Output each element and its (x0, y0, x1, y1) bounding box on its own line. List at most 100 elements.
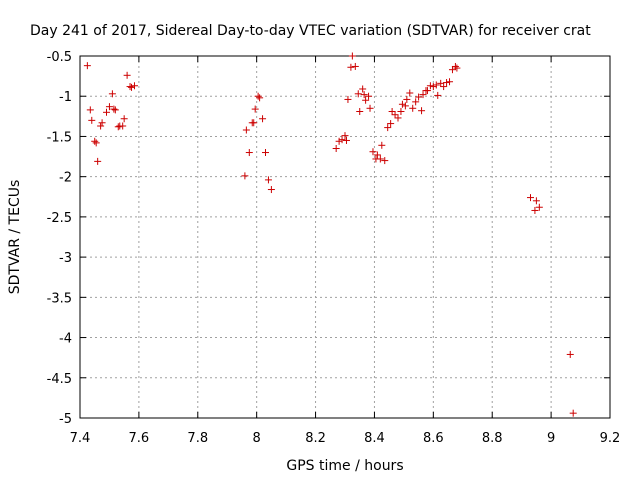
data-point (128, 83, 136, 91)
data-point (98, 119, 106, 127)
y-tick-label: -4 (59, 332, 72, 347)
data-point (348, 52, 356, 60)
data-point (448, 66, 456, 74)
data-point (338, 136, 346, 144)
data-point (397, 108, 405, 116)
data-point (264, 176, 272, 184)
data-point (451, 62, 459, 70)
data-point (267, 186, 275, 194)
data-point (342, 136, 350, 144)
data-point (366, 104, 374, 112)
data-point (365, 92, 373, 100)
y-tick-label: -2 (59, 171, 72, 186)
plot-frame (79, 55, 611, 419)
data-point (341, 132, 349, 140)
x-axis-label: GPS time / hours (286, 458, 403, 474)
data-point (242, 126, 250, 134)
data-point (120, 115, 128, 123)
data-point (419, 91, 427, 99)
x-tick-label: 7.6 (129, 431, 150, 446)
data-point (423, 87, 431, 95)
data-point (387, 120, 395, 128)
data-point (347, 63, 355, 71)
data-point (332, 145, 340, 153)
data-point (527, 194, 534, 202)
data-point (251, 105, 259, 113)
data-point (351, 62, 359, 70)
data-point (394, 114, 402, 122)
data-point (403, 95, 411, 103)
data-point (384, 124, 392, 132)
data-point (532, 197, 540, 205)
data-point (83, 62, 91, 70)
y-axis-label: SDTVAR / TECUs (7, 180, 23, 295)
data-point (359, 85, 367, 93)
y-tick-label: -0.5 (47, 50, 72, 65)
data-point (111, 106, 119, 114)
data-point (126, 83, 134, 91)
data-point (86, 106, 94, 114)
y-tick-label: -3.5 (47, 291, 72, 306)
data-point (123, 71, 131, 79)
data-point (432, 81, 440, 89)
data-point (443, 79, 451, 87)
data-point (434, 91, 442, 99)
data-point (569, 409, 577, 417)
data-point (97, 122, 105, 130)
data-point (418, 107, 426, 115)
x-tick-label: 7.4 (70, 431, 91, 446)
data-point (94, 157, 102, 165)
y-tick-label: -1 (59, 90, 72, 105)
data-point (440, 83, 448, 91)
data-point (344, 95, 352, 103)
data-point (412, 98, 420, 106)
y-tick-label: -5 (59, 412, 72, 427)
x-tick-label: 8.4 (364, 431, 385, 446)
data-point (360, 91, 368, 99)
data-point (241, 172, 249, 180)
data-point (254, 92, 262, 100)
data-point (369, 148, 377, 156)
data-point (531, 206, 539, 214)
y-tick-label: -1.5 (47, 130, 72, 145)
data-point (535, 203, 543, 211)
x-tick-label: 9.2 (600, 431, 621, 446)
data-point (103, 108, 110, 116)
data-point (388, 108, 396, 116)
x-tick-label: 8 (253, 431, 261, 446)
data-point (391, 111, 399, 119)
axis-ticks: 7.4 7.6 7.8 8 8.2 8.4 8.6 8.8 9 9.2 -0.5 -1 -1.5 -2 -2… (47, 50, 621, 446)
data-point (110, 105, 118, 113)
data-point (406, 89, 414, 97)
data-point (119, 122, 127, 130)
data-point (88, 116, 96, 124)
data-point (259, 115, 267, 123)
data-point (429, 83, 437, 91)
data-point (356, 108, 364, 116)
data-point (91, 137, 99, 145)
x-tick-label: 8.6 (423, 431, 444, 446)
data-point (453, 64, 461, 72)
data-point (108, 90, 116, 98)
data-point (566, 350, 574, 358)
x-tick-label: 8.2 (305, 431, 326, 446)
data-point (130, 82, 138, 90)
data-point (409, 104, 417, 112)
data-point (245, 149, 253, 157)
data-point (401, 102, 409, 110)
data-point (415, 93, 423, 101)
data-point (362, 96, 370, 104)
data-point (376, 155, 384, 163)
data-point (105, 103, 113, 111)
data-point (114, 123, 122, 131)
data-point (250, 119, 258, 127)
y-tick-label: -4.5 (47, 372, 72, 387)
x-tick-label: 7.8 (187, 431, 208, 446)
data-point (446, 78, 454, 86)
data-point (262, 149, 269, 157)
data-point (378, 141, 386, 149)
data-point (335, 137, 343, 145)
data-point (92, 139, 100, 147)
data-point (398, 100, 406, 108)
